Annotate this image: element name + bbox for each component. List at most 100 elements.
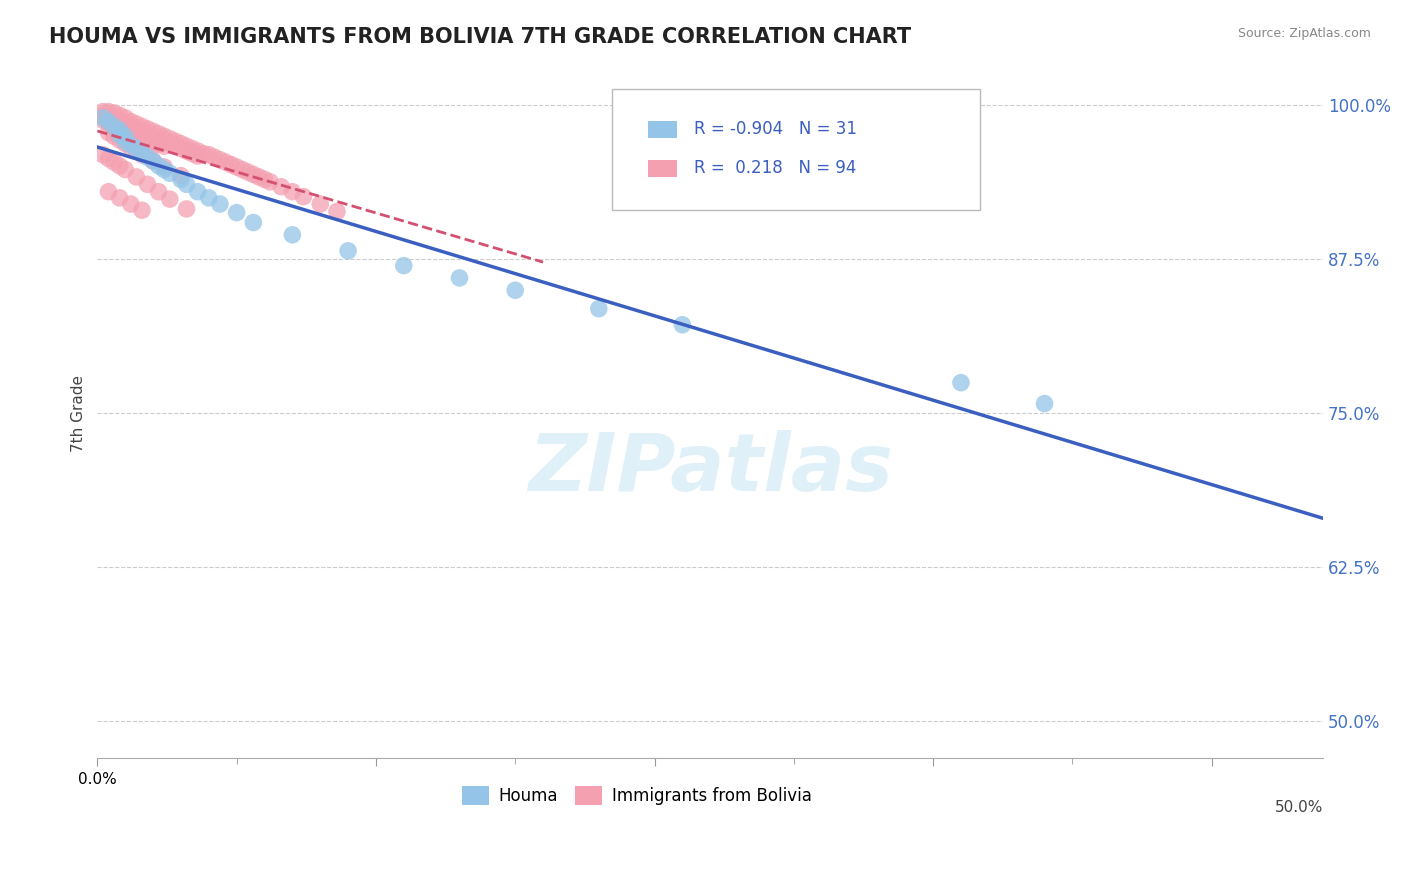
Point xyxy=(114,126,136,140)
Point xyxy=(91,113,114,128)
Point xyxy=(159,192,181,206)
Point xyxy=(153,162,176,177)
Point xyxy=(103,120,125,134)
Point xyxy=(114,116,136,130)
Point xyxy=(197,147,219,161)
Point xyxy=(187,185,209,199)
Point xyxy=(170,136,193,151)
Point xyxy=(120,197,142,211)
Point xyxy=(142,139,165,153)
Point xyxy=(120,124,142,138)
Point xyxy=(148,132,170,146)
Point xyxy=(114,134,136,148)
Legend: Houma, Immigrants from Bolivia: Houma, Immigrants from Bolivia xyxy=(456,780,818,812)
Point xyxy=(326,204,349,219)
Point xyxy=(214,155,236,169)
Point xyxy=(103,123,125,137)
Point xyxy=(103,111,125,125)
Point xyxy=(125,121,148,136)
Point xyxy=(219,158,242,172)
Point xyxy=(337,244,360,258)
Point xyxy=(187,149,209,163)
Point xyxy=(309,197,332,211)
Point xyxy=(142,153,165,168)
Point xyxy=(236,165,259,179)
Point xyxy=(136,127,159,141)
Point xyxy=(108,123,131,137)
Point xyxy=(153,129,176,144)
Point xyxy=(97,152,120,166)
Point xyxy=(97,104,120,119)
Point xyxy=(165,134,187,148)
Point xyxy=(270,179,292,194)
Point xyxy=(97,116,120,130)
Point xyxy=(97,111,120,125)
Point xyxy=(588,301,610,316)
Y-axis label: 7th Grade: 7th Grade xyxy=(72,375,86,452)
Point xyxy=(170,169,193,183)
Point xyxy=(176,139,198,153)
Point xyxy=(181,146,204,161)
Point xyxy=(231,162,253,177)
Point xyxy=(242,215,264,229)
Point xyxy=(97,185,120,199)
Point xyxy=(181,142,204,156)
Point xyxy=(242,168,264,182)
Point xyxy=(108,159,131,173)
Point xyxy=(114,162,136,177)
Point xyxy=(142,124,165,138)
Text: HOUMA VS IMMIGRANTS FROM BOLIVIA 7TH GRADE CORRELATION CHART: HOUMA VS IMMIGRANTS FROM BOLIVIA 7TH GRA… xyxy=(49,27,911,46)
Text: Source: ZipAtlas.com: Source: ZipAtlas.com xyxy=(1237,27,1371,40)
Point xyxy=(108,128,131,142)
Point xyxy=(131,124,153,138)
Point xyxy=(108,133,131,147)
Text: ZIPatlas: ZIPatlas xyxy=(527,430,893,508)
Point xyxy=(153,160,176,174)
FancyBboxPatch shape xyxy=(648,161,678,177)
Point xyxy=(103,120,125,134)
Point xyxy=(142,129,165,144)
Point xyxy=(114,136,136,151)
Point xyxy=(91,147,114,161)
Point xyxy=(142,153,165,168)
Point xyxy=(131,120,153,134)
Point xyxy=(125,117,148,131)
Point xyxy=(142,134,165,148)
FancyBboxPatch shape xyxy=(612,89,980,210)
Point xyxy=(176,202,198,216)
Point xyxy=(131,147,153,161)
Point xyxy=(125,127,148,141)
Point xyxy=(103,129,125,144)
Point xyxy=(392,259,415,273)
Text: 50.0%: 50.0% xyxy=(1275,800,1323,814)
Point xyxy=(148,127,170,141)
Point xyxy=(949,376,972,390)
Point xyxy=(503,283,526,297)
Point xyxy=(120,137,142,152)
Point xyxy=(671,318,693,332)
Point xyxy=(247,169,270,184)
Point xyxy=(281,227,304,242)
Point xyxy=(125,169,148,184)
Point xyxy=(187,144,209,158)
Point xyxy=(148,185,170,199)
Point xyxy=(153,134,176,148)
Point xyxy=(159,132,181,146)
Point xyxy=(253,172,276,186)
Point xyxy=(208,153,231,167)
Point xyxy=(136,121,159,136)
Point xyxy=(170,142,193,156)
Point xyxy=(120,114,142,128)
FancyBboxPatch shape xyxy=(648,121,678,137)
Point xyxy=(148,159,170,173)
Point xyxy=(108,118,131,132)
Point xyxy=(91,108,114,122)
Point xyxy=(197,191,219,205)
Point xyxy=(97,126,120,140)
Point xyxy=(108,113,131,128)
Point xyxy=(108,191,131,205)
Point xyxy=(1033,396,1056,410)
Point xyxy=(125,142,148,156)
Point xyxy=(136,178,159,192)
Point xyxy=(125,144,148,158)
